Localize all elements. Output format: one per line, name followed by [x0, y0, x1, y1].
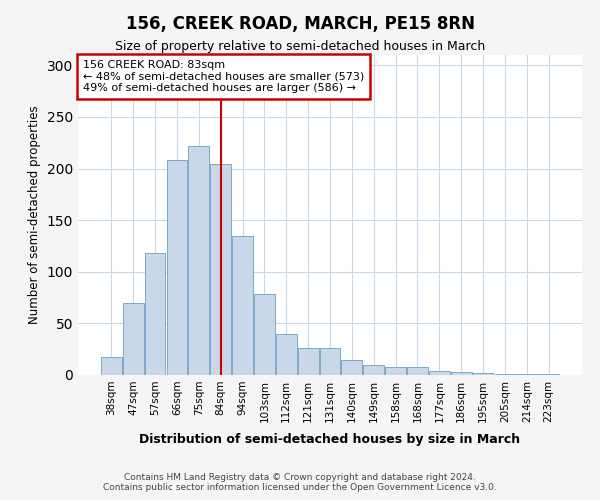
Bar	[276, 334, 296, 375]
Bar	[364, 364, 384, 375]
Text: Size of property relative to semi-detached houses in March: Size of property relative to semi-detach…	[115, 40, 485, 53]
Bar	[538, 374, 559, 375]
Bar	[429, 371, 450, 375]
Bar	[473, 373, 493, 375]
Text: Contains HM Land Registry data © Crown copyright and database right 2024.
Contai: Contains HM Land Registry data © Crown c…	[103, 473, 497, 492]
Bar	[232, 236, 253, 375]
Bar	[210, 164, 231, 375]
Bar	[188, 146, 209, 375]
Bar	[254, 294, 275, 375]
X-axis label: Distribution of semi-detached houses by size in March: Distribution of semi-detached houses by …	[139, 433, 521, 446]
Bar	[494, 374, 515, 375]
Bar	[407, 366, 428, 375]
Bar	[298, 348, 319, 375]
Bar	[123, 302, 143, 375]
Bar	[320, 348, 340, 375]
Bar	[517, 374, 537, 375]
Text: 156 CREEK ROAD: 83sqm
← 48% of semi-detached houses are smaller (573)
49% of sem: 156 CREEK ROAD: 83sqm ← 48% of semi-deta…	[83, 60, 364, 93]
Text: 156, CREEK ROAD, MARCH, PE15 8RN: 156, CREEK ROAD, MARCH, PE15 8RN	[125, 15, 475, 33]
Bar	[101, 358, 122, 375]
Bar	[167, 160, 187, 375]
Bar	[341, 360, 362, 375]
Y-axis label: Number of semi-detached properties: Number of semi-detached properties	[28, 106, 41, 324]
Bar	[385, 366, 406, 375]
Bar	[451, 372, 472, 375]
Bar	[145, 253, 166, 375]
